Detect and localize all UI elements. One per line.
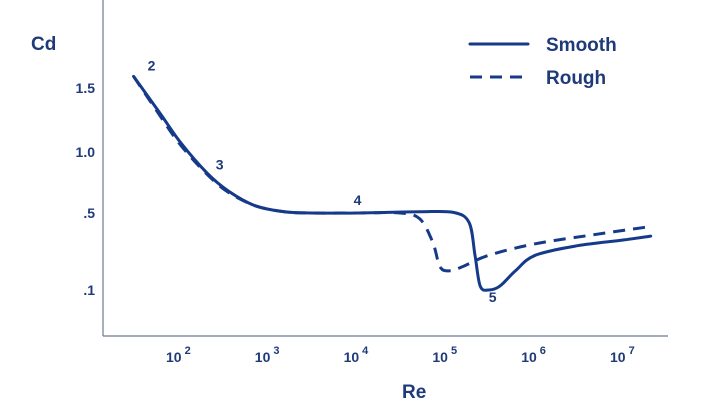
x-tick-base: 10	[610, 349, 626, 365]
x-tick-exponent: 5	[451, 345, 457, 357]
legend-label-smooth: Smooth	[546, 35, 617, 56]
y-tick-label: 1.0	[76, 144, 96, 160]
legend-label-rough: Rough	[546, 68, 606, 89]
x-tick-exponent: 3	[273, 345, 279, 357]
x-tick-exponent: 4	[362, 345, 369, 357]
curve-point-label: 3	[216, 157, 224, 173]
x-tick-label: 10 4	[344, 345, 370, 365]
y-tick-label: .5	[83, 205, 95, 221]
point-annotations: 2 3 4 5	[148, 57, 497, 305]
x-tick-base: 10	[344, 349, 360, 365]
x-tick-exponent: 7	[629, 345, 635, 357]
x-axis-title: Re	[402, 382, 426, 403]
curve-point-label: 4	[354, 192, 362, 208]
series-lines	[132, 74, 653, 292]
x-tick-label: 10 6	[521, 345, 546, 365]
y-tick-label: 1.5	[76, 80, 96, 96]
series-line-rough	[132, 75, 651, 273]
x-tick-base: 10	[166, 349, 182, 365]
x-tick-labels: 10 2 10 3 10 4 10 5 10 6 10 7	[166, 345, 635, 365]
x-tick-label: 10 5	[432, 345, 457, 365]
y-axis-title: Cd	[31, 34, 56, 55]
y-tick-labels: 1.5 1.0 .5 .1	[76, 80, 96, 298]
x-tick-label: 10 3	[255, 345, 280, 365]
x-tick-label: 10 2	[166, 345, 191, 365]
x-tick-label: 10 7	[610, 345, 635, 365]
x-tick-base: 10	[255, 349, 271, 365]
axes	[102, 0, 668, 337]
series-line-smooth	[132, 74, 653, 292]
x-tick-base: 10	[521, 349, 537, 365]
x-tick-base: 10	[432, 349, 448, 365]
y-tick-label: .1	[83, 282, 95, 298]
x-tick-exponent: 2	[185, 345, 191, 357]
curve-point-label: 2	[148, 57, 156, 73]
legend: Smooth Rough	[468, 35, 617, 89]
x-tick-exponent: 6	[540, 345, 546, 357]
curve-point-label: 5	[489, 289, 497, 305]
